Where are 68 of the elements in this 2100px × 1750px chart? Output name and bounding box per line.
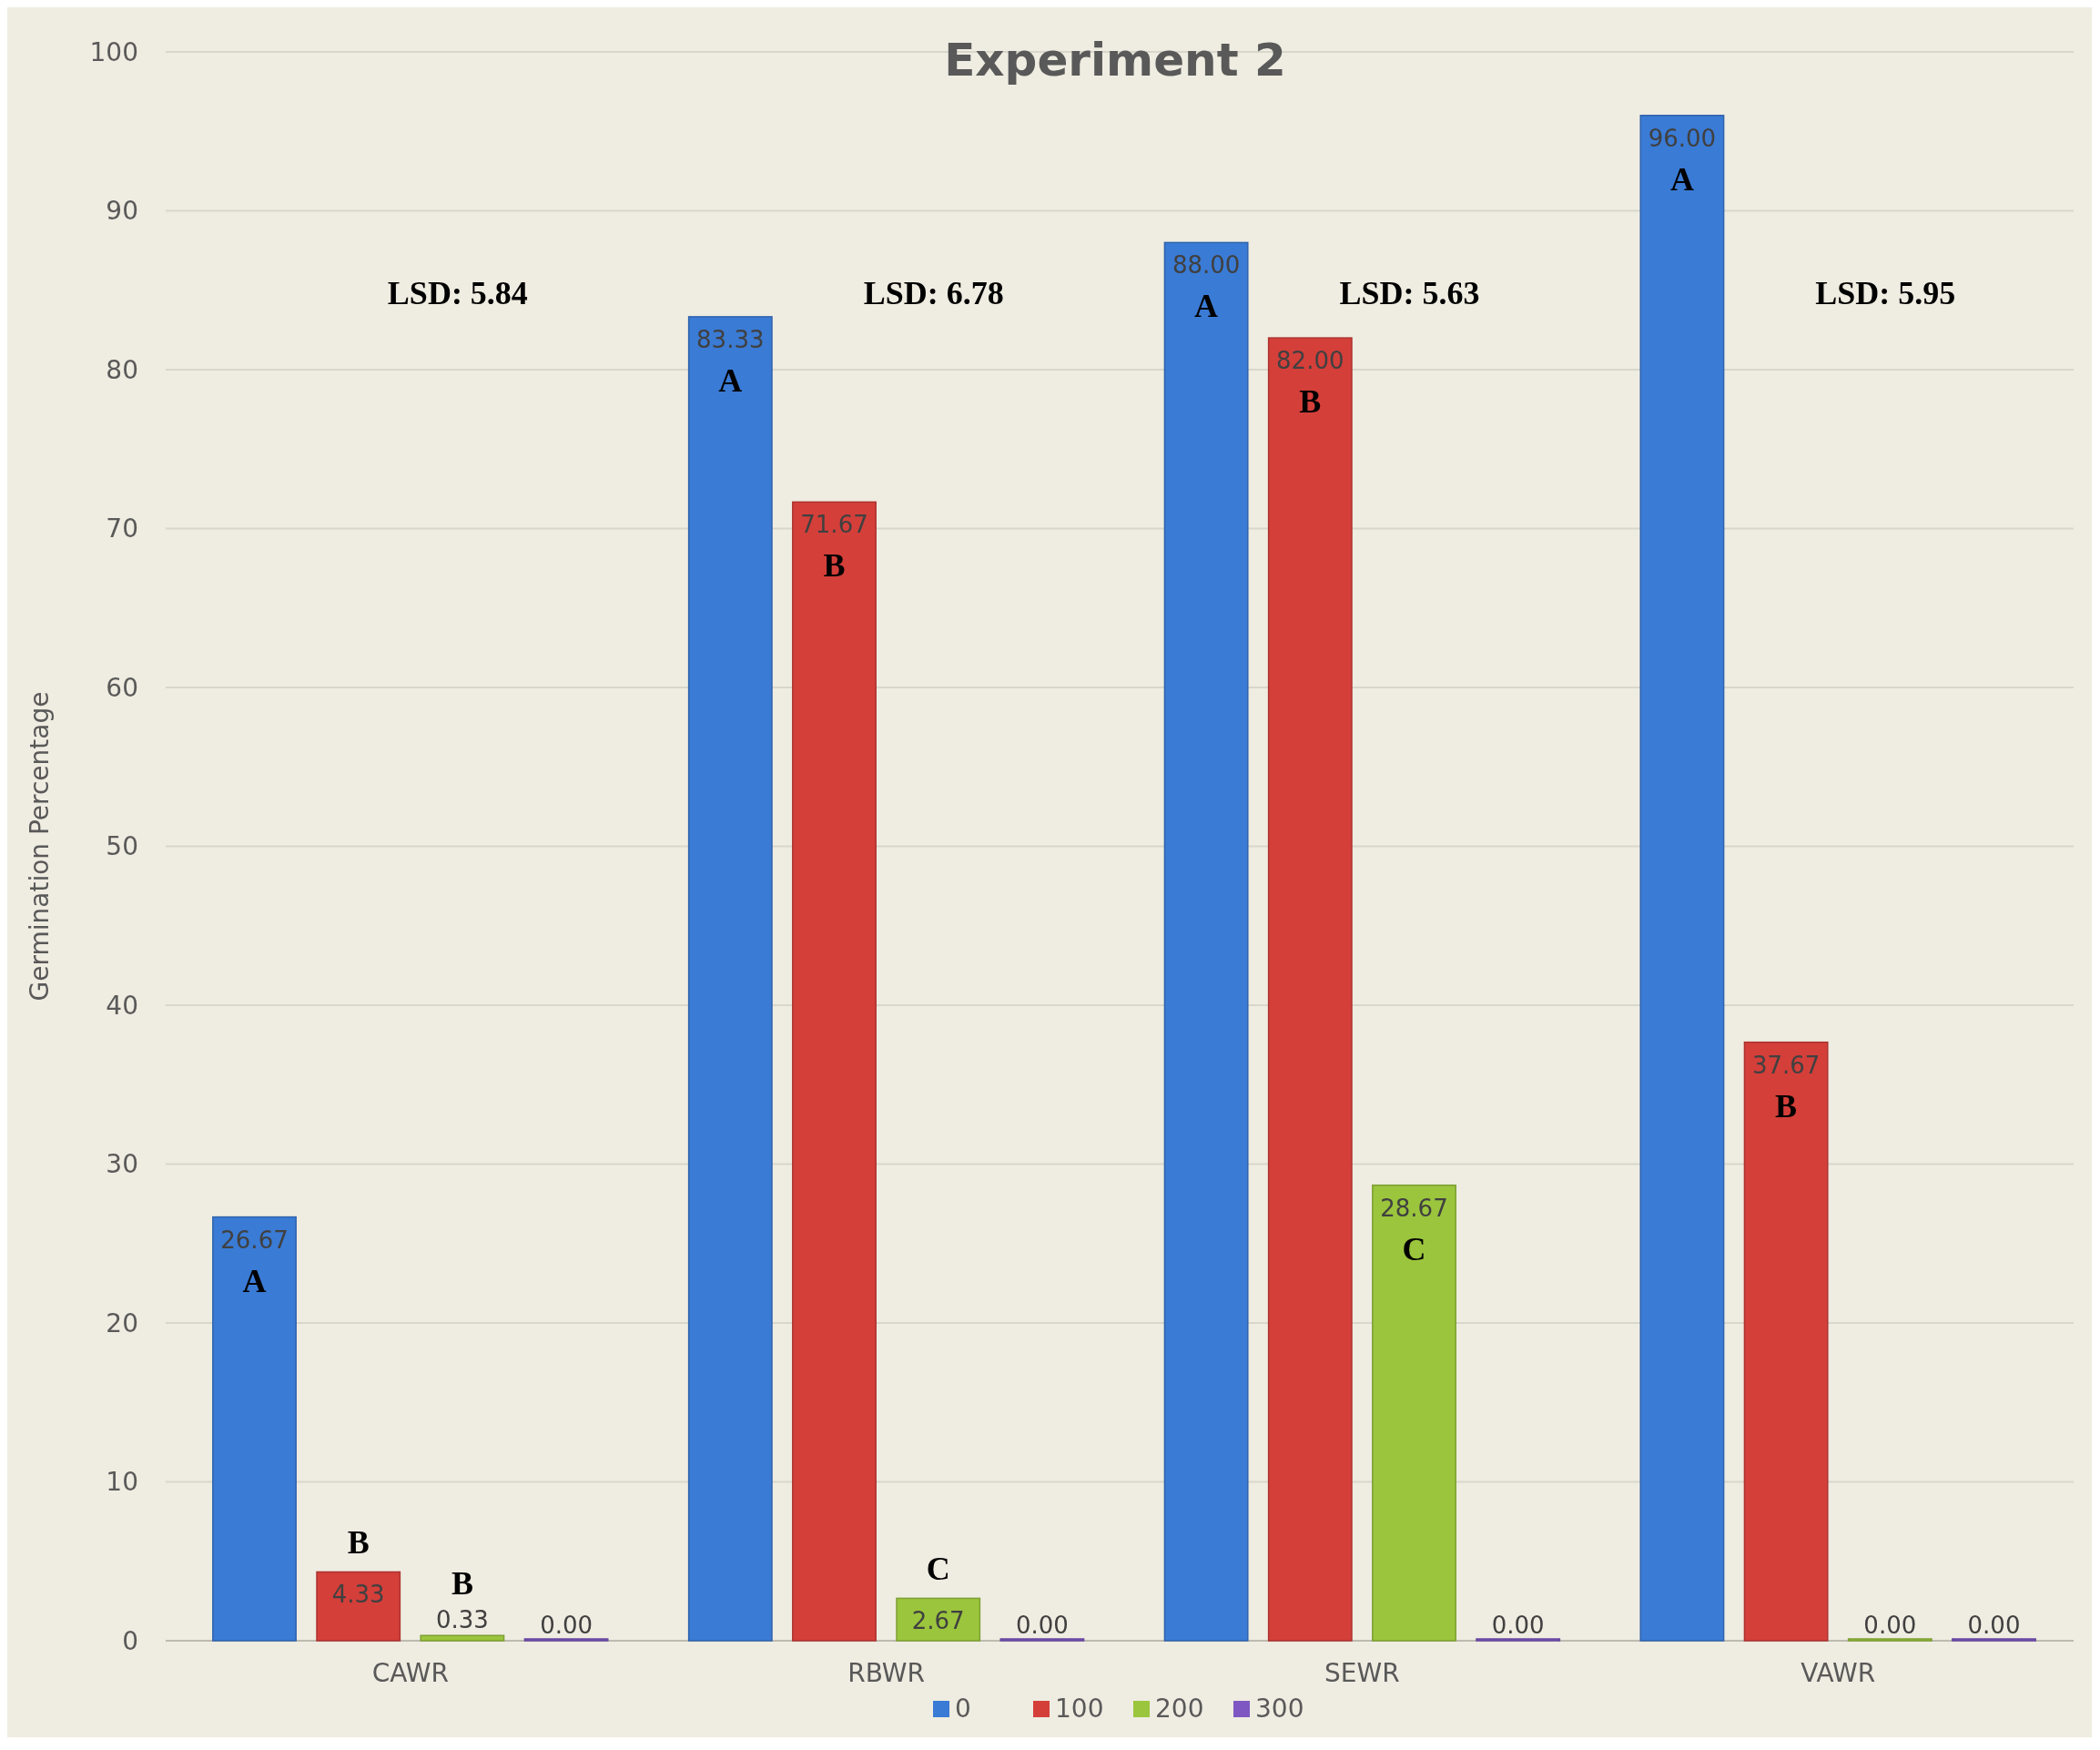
data-label: 0.00 [540,1612,593,1639]
y-tick-label: 40 [106,990,138,1021]
annotation: B [1299,383,1322,421]
bar [1639,115,1725,1642]
annotation: B [823,547,846,585]
y-tick-label: 20 [106,1307,138,1338]
annotation: LSD: 5.63 [1339,275,1480,312]
data-label: 96.00 [1648,124,1717,152]
x-tick-label: CAWR [371,1658,449,1688]
bar [1372,1184,1456,1642]
data-label: 88.00 [1172,251,1241,280]
y-tick-label: 60 [106,672,138,703]
annotation: A [1669,160,1694,198]
data-label: 0.33 [435,1606,489,1634]
y-tick-label: 50 [106,831,138,862]
annotation: A [718,361,743,399]
x-tick-label: RBWR [847,1658,925,1688]
y-tick-label: 80 [106,354,138,385]
bar [212,1216,297,1642]
annotation: B [347,1524,370,1562]
annotation: C [926,1551,950,1588]
y-tick-label: 0 [122,1625,138,1656]
data-label: 37.67 [1751,1051,1821,1079]
bar [1847,1638,1933,1642]
data-label: 28.67 [1380,1194,1448,1222]
legend-label: 0 [955,1694,971,1724]
y-tick-label: 70 [106,514,138,544]
y-tick-label: 30 [106,1149,138,1180]
y-tick-label: 100 [89,36,138,67]
x-tick-label: SEWR [1324,1658,1400,1688]
data-label: 4.33 [331,1581,385,1609]
y-tick-label: 10 [106,1467,138,1498]
bar [999,1638,1085,1642]
bar [1743,1041,1829,1642]
bar [1267,337,1353,1642]
x-tick-label: VAWR [1801,1658,1876,1688]
legend-label: 300 [1255,1694,1304,1724]
annotation: B [451,1565,473,1602]
bar [1476,1638,1561,1642]
annotation: LSD: 6.78 [863,275,1004,312]
bar [420,1634,505,1642]
legend-label: 100 [1055,1694,1104,1724]
annotation: A [1194,288,1219,325]
annotation: B [1775,1087,1798,1124]
annotation: LSD: 5.84 [387,275,528,312]
data-label: 26.67 [220,1226,289,1254]
data-label: 0.00 [1491,1612,1545,1639]
y-tick-label: 90 [106,196,138,227]
data-label: 0.00 [1863,1612,1917,1639]
data-label: 0.00 [1015,1612,1069,1639]
chart-title: Experiment 2 [944,34,1286,86]
bar [896,1597,981,1642]
bar [316,1571,401,1642]
bar [1163,241,1249,1642]
bar [792,501,877,1642]
annotation: LSD: 5.95 [1815,275,1956,312]
data-label: 83.33 [696,325,765,353]
bar [523,1638,609,1642]
bar [1952,1638,2036,1642]
data-label: 82.00 [1276,347,1344,375]
data-label: 71.67 [800,511,868,539]
annotation: A [242,1262,267,1299]
data-label: 0.00 [1967,1612,2021,1639]
annotation: C [1402,1230,1426,1267]
legend-label: 200 [1155,1694,1204,1724]
bar [687,316,773,1642]
y-axis-title: Germination Percentage [25,691,55,1002]
data-label: 2.67 [911,1607,965,1635]
